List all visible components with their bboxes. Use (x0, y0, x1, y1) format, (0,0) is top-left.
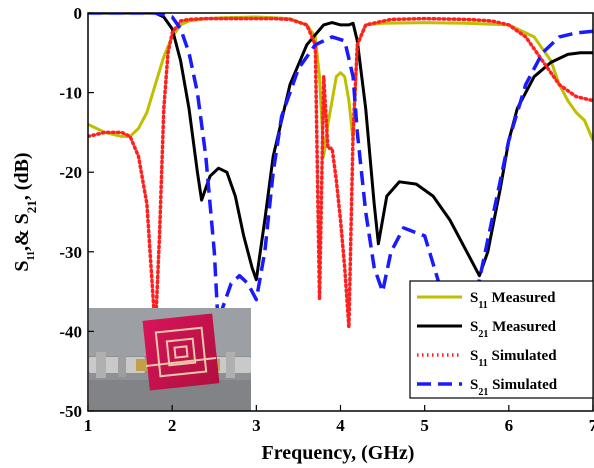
y-tick-label: -10 (59, 84, 82, 103)
x-axis-label: Frequency, (GHz) (262, 442, 415, 464)
x-tick-label: 1 (84, 416, 93, 435)
legend-label-2: S21 Measured (470, 319, 557, 340)
series-line-4 (88, 13, 593, 334)
x-tick-label: 2 (168, 416, 177, 435)
x-tick-label: 3 (252, 416, 261, 435)
y-tick-label: -30 (59, 243, 82, 262)
x-tick-label: 4 (336, 416, 345, 435)
legend-label-1: S11 Measured (470, 290, 556, 311)
x-tick-label: 6 (505, 416, 514, 435)
legend-label-4: S21 Simulated (470, 377, 558, 398)
ticks-layer: 1 2 3 4 5 6 7 0 -10 -20 -30 -40 -50 (59, 4, 594, 435)
y-tick-label: -50 (59, 402, 82, 421)
x-tick-label: 7 (589, 416, 594, 435)
legend-label-3: S11 Simulated (470, 348, 557, 369)
y-axis-label: S11,& S21, (dB) (11, 152, 39, 271)
filter-board (142, 313, 220, 391)
y-tick-label: 0 (74, 4, 83, 23)
y-tick-label: -40 (59, 322, 82, 341)
x-tick-label: 5 (420, 416, 429, 435)
y-tick-label: -20 (59, 163, 82, 182)
series-line-2 (88, 13, 593, 282)
legend: S11 Measured S21 Measured S11 Simulated S21… (409, 280, 594, 399)
legend-box (409, 280, 594, 399)
inset-photo (89, 308, 251, 411)
